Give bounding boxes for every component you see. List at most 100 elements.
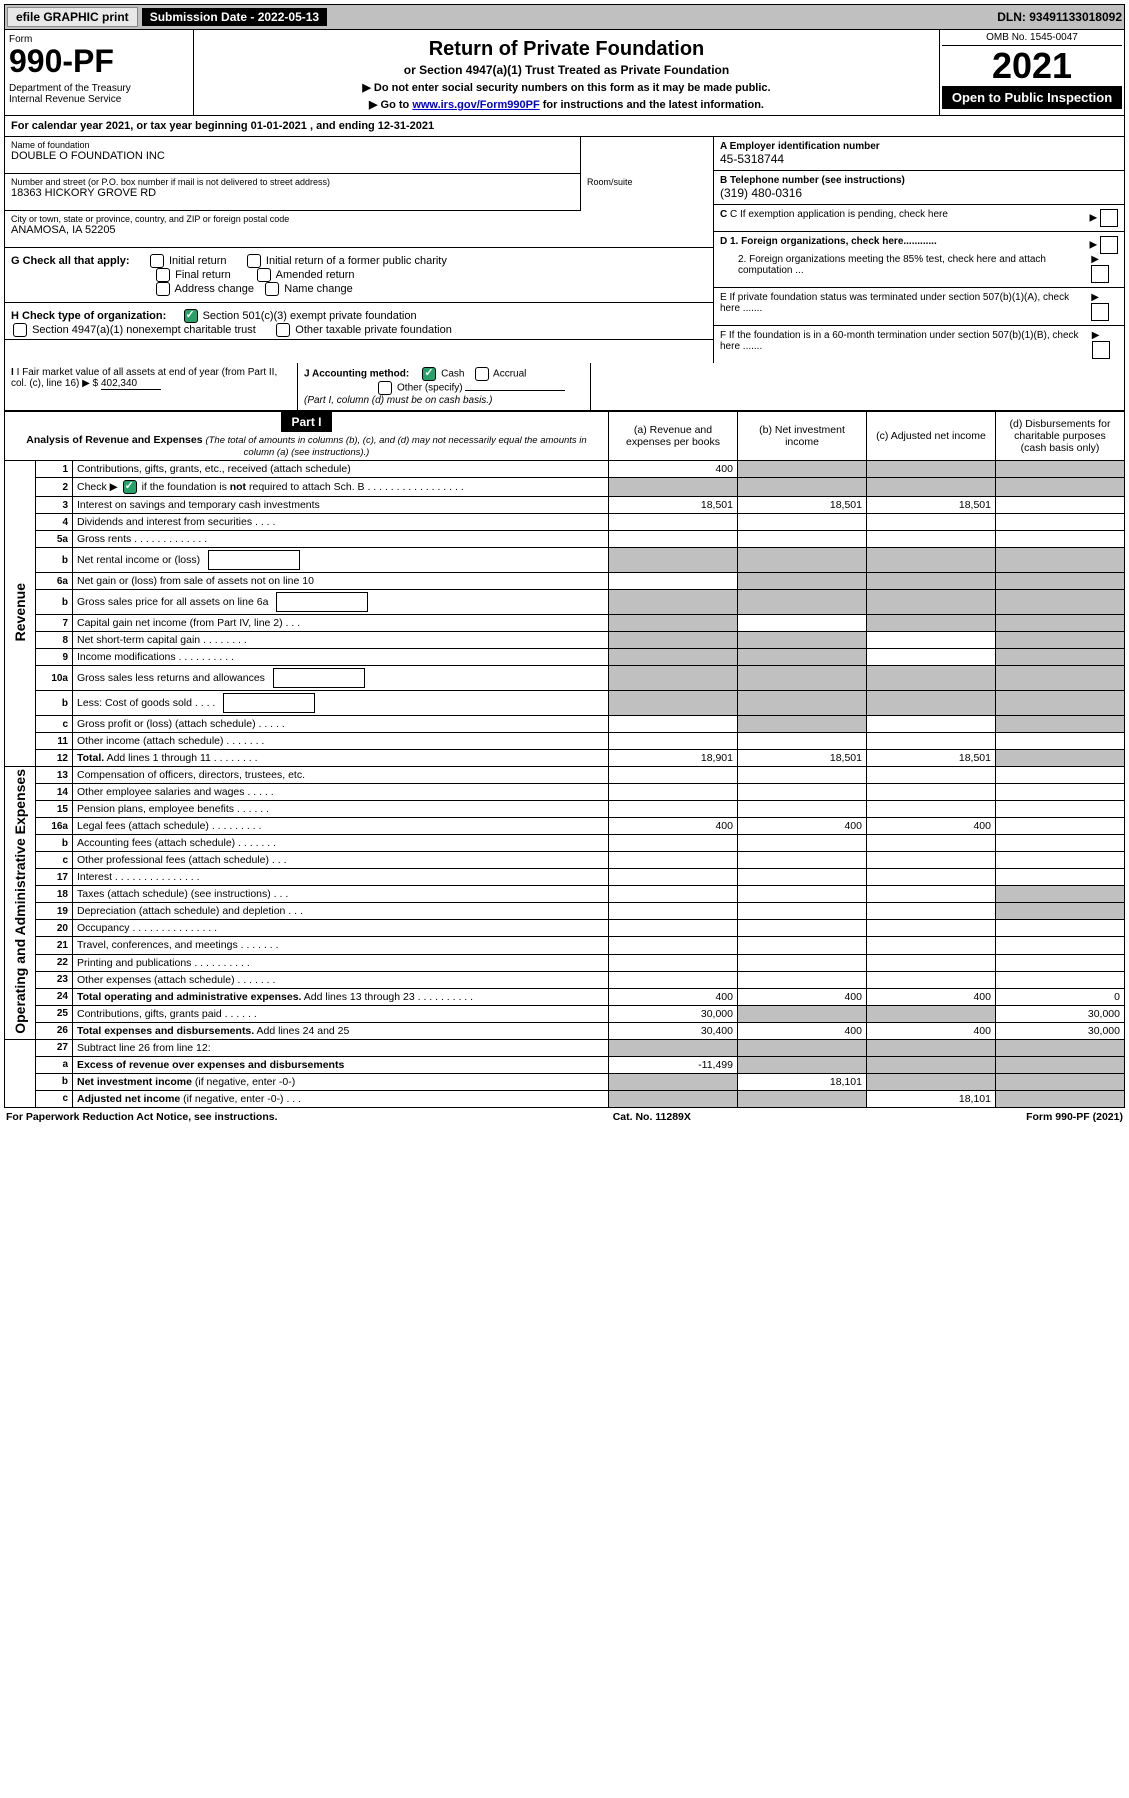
cell-col-a xyxy=(609,691,738,716)
opt-other: Other (specify) xyxy=(397,383,463,394)
chk-cash[interactable] xyxy=(422,367,436,381)
row-number: 14 xyxy=(36,784,73,801)
row-description: Other income (attach schedule) . . . . .… xyxy=(73,733,609,750)
cell-col-b: 18,501 xyxy=(738,750,867,767)
cell-col-d xyxy=(996,937,1125,954)
instr-ssn: ▶ Do not enter social security numbers o… xyxy=(198,81,935,94)
chk-d2[interactable] xyxy=(1091,265,1109,283)
cell-col-a xyxy=(609,835,738,852)
chk-d1[interactable] xyxy=(1100,236,1118,254)
cell-col-b: 18,101 xyxy=(738,1073,867,1090)
cell-col-a xyxy=(609,733,738,750)
cell-col-a xyxy=(609,666,738,691)
cell-col-d xyxy=(996,767,1125,784)
opt-addr-change: Address change xyxy=(175,283,255,295)
cell-col-c xyxy=(867,937,996,954)
cell-col-c xyxy=(867,954,996,971)
chk-address-change[interactable] xyxy=(156,282,170,296)
efile-print-button[interactable]: efile GRAPHIC print xyxy=(7,7,138,27)
table-row: 10aGross sales less returns and allowanc… xyxy=(5,666,1125,691)
row-number: 16a xyxy=(36,818,73,835)
foundation-name: DOUBLE O FOUNDATION INC xyxy=(11,150,574,162)
chk-final-return[interactable] xyxy=(156,268,170,282)
chk-initial-former[interactable] xyxy=(247,254,261,268)
row-number: 5a xyxy=(36,531,73,548)
cell-col-b xyxy=(738,573,867,590)
table-row: bGross sales price for all assets on lin… xyxy=(5,590,1125,615)
cell-col-c xyxy=(867,632,996,649)
cell-col-a xyxy=(609,548,738,573)
chk-accrual[interactable] xyxy=(475,367,489,381)
cell-col-a xyxy=(609,1039,738,1056)
cell-col-c xyxy=(867,903,996,920)
cell-col-d xyxy=(996,784,1125,801)
row-number: 10a xyxy=(36,666,73,691)
j-note: (Part I, column (d) must be on cash basi… xyxy=(304,395,492,406)
row-description: Total. Add lines 1 through 11 . . . . . … xyxy=(73,750,609,767)
side-label-text: Operating and Administrative Expenses xyxy=(12,769,28,1034)
chk-sch-b[interactable] xyxy=(123,480,137,494)
chk-c[interactable] xyxy=(1100,209,1118,227)
cell-col-d xyxy=(996,573,1125,590)
cell-col-a xyxy=(609,954,738,971)
cell-col-c: 400 xyxy=(867,988,996,1005)
chk-e[interactable] xyxy=(1091,303,1109,321)
cell-col-d xyxy=(996,649,1125,666)
row-number: b xyxy=(36,590,73,615)
cell-col-a xyxy=(609,869,738,886)
phone-value: (319) 480-0316 xyxy=(720,186,802,200)
cell-col-b xyxy=(738,531,867,548)
chk-4947[interactable] xyxy=(13,323,27,337)
cell-col-c xyxy=(867,801,996,818)
cell-col-a xyxy=(609,784,738,801)
table-row: 5aGross rents . . . . . . . . . . . . . xyxy=(5,531,1125,548)
col-b-header: (b) Net investment income xyxy=(738,412,867,461)
row-description: Pension plans, employee benefits . . . .… xyxy=(73,801,609,818)
row-number: c xyxy=(36,716,73,733)
row-description: Check ▶ if the foundation is not require… xyxy=(73,478,609,497)
cell-col-c xyxy=(867,852,996,869)
row-description: Legal fees (attach schedule) . . . . . .… xyxy=(73,818,609,835)
cell-col-d xyxy=(996,920,1125,937)
cell-col-b xyxy=(738,954,867,971)
chk-other-method[interactable] xyxy=(378,381,392,395)
part1-note: (The total of amounts in columns (b), (c… xyxy=(205,435,586,458)
cell-col-d xyxy=(996,666,1125,691)
cell-col-b: 400 xyxy=(738,988,867,1005)
cell-col-c xyxy=(867,716,996,733)
cell-col-c xyxy=(867,920,996,937)
chk-initial-return[interactable] xyxy=(150,254,164,268)
dept-treasury: Department of the Treasury Internal Reve… xyxy=(9,83,189,105)
instr-prefix: ▶ Go to xyxy=(369,99,412,111)
row-number: 6a xyxy=(36,573,73,590)
row-description: Other professional fees (attach schedule… xyxy=(73,852,609,869)
row-description: Income modifications . . . . . . . . . . xyxy=(73,649,609,666)
row-number: 17 xyxy=(36,869,73,886)
cell-col-b xyxy=(738,971,867,988)
cell-col-c xyxy=(867,1073,996,1090)
table-row: Operating and Administrative Expenses13C… xyxy=(5,767,1125,784)
chk-501c3[interactable] xyxy=(184,309,198,323)
table-row: aExcess of revenue over expenses and dis… xyxy=(5,1056,1125,1073)
cell-col-a xyxy=(609,531,738,548)
chk-f[interactable] xyxy=(1092,341,1110,359)
table-row: 12Total. Add lines 1 through 11 . . . . … xyxy=(5,750,1125,767)
section-j: J Accounting method: Cash Accrual Other … xyxy=(298,363,591,410)
cell-col-c xyxy=(867,666,996,691)
row-number: 25 xyxy=(36,1005,73,1022)
chk-amended-return[interactable] xyxy=(257,268,271,282)
irs-link[interactable]: www.irs.gov/Form990PF xyxy=(412,99,539,111)
inline-amount-box xyxy=(223,693,315,713)
table-row: 2Check ▶ if the foundation is not requir… xyxy=(5,478,1125,497)
chk-other-taxable[interactable] xyxy=(276,323,290,337)
side-pad xyxy=(5,1039,36,1107)
cell-col-b xyxy=(738,852,867,869)
cell-col-c: 18,101 xyxy=(867,1090,996,1107)
col-a-header: (a) Revenue and expenses per books xyxy=(609,412,738,461)
row-description: Excess of revenue over expenses and disb… xyxy=(73,1056,609,1073)
info-grid: Name of foundation DOUBLE O FOUNDATION I… xyxy=(4,137,1125,363)
chk-name-change[interactable] xyxy=(265,282,279,296)
cell-col-c: 18,501 xyxy=(867,750,996,767)
cell-col-a xyxy=(609,767,738,784)
cell-col-c: 400 xyxy=(867,818,996,835)
